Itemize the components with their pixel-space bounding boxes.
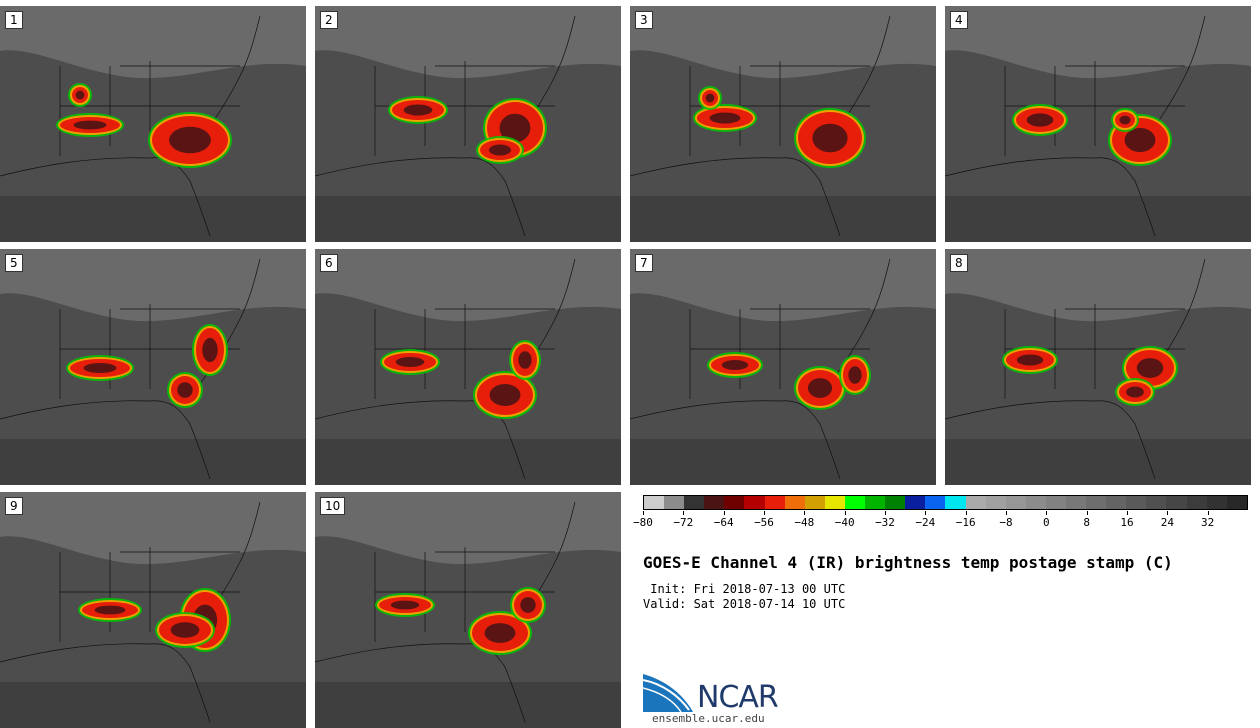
colorbar-tick — [844, 511, 846, 515]
map-panel: 8 — [945, 249, 1251, 485]
colorbar-tick-label: 24 — [1160, 516, 1174, 529]
map-panel: 1 — [0, 6, 306, 242]
panel-number-label: 8 — [950, 254, 968, 272]
satellite-map — [315, 6, 621, 242]
satellite-map — [945, 249, 1251, 485]
colorbar-swatch — [1166, 496, 1187, 509]
map-panel: 2 — [315, 6, 621, 242]
colorbar-swatch — [1005, 496, 1026, 509]
satellite-map — [0, 492, 306, 728]
colorbar-tick — [723, 511, 725, 515]
colorbar-swatch — [644, 496, 665, 509]
panel-number-label: 4 — [950, 11, 968, 29]
panel-number-label: 10 — [320, 497, 346, 515]
satellite-map — [315, 249, 621, 485]
colorbar-swatch — [1045, 496, 1066, 509]
logo-text: NCAR — [697, 680, 779, 715]
map-panel: 7 — [630, 249, 936, 485]
satellite-map — [630, 249, 936, 485]
colorbar-tick-label: −16 — [955, 516, 976, 529]
colorbar-swatch — [1206, 496, 1227, 509]
colorbar-tick-label: −56 — [754, 516, 774, 529]
colorbar-tick-label: −40 — [834, 516, 855, 529]
map-panel: 6 — [315, 249, 621, 485]
colorbar-swatch — [1146, 496, 1167, 509]
colorbar — [643, 495, 1248, 510]
colorbar-tick-label: −8 — [999, 516, 1013, 529]
satellite-map — [945, 6, 1251, 242]
colorbar-swatch — [865, 496, 886, 509]
colorbar-tick — [1167, 511, 1169, 515]
panel-number-label: 5 — [5, 254, 23, 272]
colorbar-tick-label: −64 — [713, 516, 734, 529]
colorbar-swatch — [1186, 496, 1207, 509]
colorbar-swatch — [684, 496, 705, 509]
colorbar-swatch — [744, 496, 765, 509]
colorbar-swatch — [1106, 496, 1127, 509]
map-panel: 4 — [945, 6, 1251, 242]
colorbar-tick — [925, 511, 927, 515]
colorbar-tick — [1127, 511, 1128, 515]
colorbar-swatch — [784, 496, 805, 509]
map-panel: 3 — [630, 6, 936, 242]
colorbar-tick — [1006, 511, 1007, 515]
colorbar-tick-label: 16 — [1120, 516, 1134, 529]
colorbar-swatch — [985, 496, 1006, 509]
colorbar-swatch — [885, 496, 906, 509]
satellite-map — [0, 6, 306, 242]
colorbar-tick — [764, 511, 765, 515]
colorbar-tick-label: −24 — [915, 516, 936, 529]
init-time: Init: Fri 2018-07-13 00 UTC — [643, 582, 846, 596]
colorbar-tick-label: −72 — [673, 516, 694, 529]
colorbar-swatch — [945, 496, 966, 509]
satellite-map — [315, 492, 621, 728]
colorbar-swatch — [1065, 496, 1087, 509]
colorbar-swatch — [905, 496, 926, 509]
colorbar-swatch — [1086, 496, 1107, 509]
colorbar-swatch — [704, 496, 725, 509]
colorbar-swatch — [1226, 496, 1247, 509]
colorbar-ticks: −80 −72 −64 −56 −48 −40 −32 −24 −16 −8 0 8 16 24 32 — [633, 511, 1248, 531]
colorbar-swatch — [824, 496, 845, 509]
colorbar-tick — [683, 511, 685, 515]
colorbar-tick-label: −32 — [875, 516, 895, 529]
colorbar-swatch — [764, 496, 785, 509]
colorbar-tick-label: −48 — [794, 516, 815, 529]
ncar-logo-icon — [643, 674, 693, 713]
site-url: ensemble.ucar.edu — [652, 712, 765, 725]
satellite-map — [0, 249, 306, 485]
colorbar-swatch — [965, 496, 986, 509]
colorbar-tick-label: 32 — [1201, 516, 1215, 529]
colorbar-swatch — [925, 496, 946, 509]
colorbar-swatch — [724, 496, 745, 509]
colorbar-tick — [965, 511, 967, 515]
colorbar-tick — [643, 511, 644, 515]
colorbar-tick — [804, 511, 806, 515]
panel-number-label: 6 — [320, 254, 338, 272]
map-panel: 10 — [315, 492, 621, 728]
panel-number-label: 9 — [5, 497, 23, 515]
panel-number-label: 2 — [320, 11, 338, 29]
colorbar-tick — [885, 511, 886, 515]
colorbar-tick — [1046, 511, 1048, 515]
colorbar-tick — [1086, 511, 1088, 515]
panel-number-label: 7 — [635, 254, 653, 272]
colorbar-swatch — [664, 496, 685, 509]
colorbar-tick-label: 0 — [1043, 516, 1050, 529]
colorbar-swatch — [1025, 496, 1046, 509]
colorbar-tick — [1207, 511, 1209, 515]
colorbar-swatch — [844, 496, 866, 509]
map-panel: 5 — [0, 249, 306, 485]
colorbar-swatch — [804, 496, 825, 509]
colorbar-swatch — [1126, 496, 1147, 509]
colorbar-tick-label: 8 — [1083, 516, 1090, 529]
panel-number-label: 3 — [635, 11, 653, 29]
map-panel: 9 — [0, 492, 306, 728]
valid-time: Valid: Sat 2018-07-14 10 UTC — [643, 597, 846, 611]
satellite-map — [630, 6, 936, 242]
colorbar-tick-label: −80 — [633, 516, 653, 529]
figure-title: GOES-E Channel 4 (IR) brightness temp po… — [643, 553, 1173, 572]
panel-number-label: 1 — [5, 11, 23, 29]
